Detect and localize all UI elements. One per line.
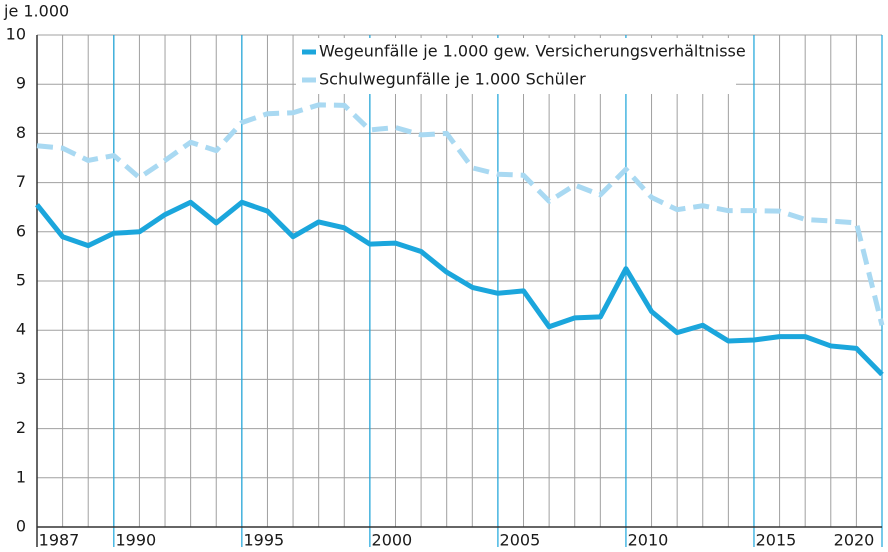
y-tick-label: 0	[16, 517, 26, 536]
legend: Wegeunfälle je 1.000 gew. Versicherungsv…	[296, 38, 746, 94]
y-axis-label: je 1.000	[3, 2, 69, 21]
x-tick-label: 2015	[756, 531, 797, 550]
y-tick-label: 2	[16, 418, 26, 437]
x-tick-label: 2000	[372, 531, 413, 550]
x-tick-label: 1990	[115, 531, 156, 550]
x-tick-label: 2010	[628, 531, 669, 550]
legend-label: Schulwegunfälle je 1.000 Schüler	[319, 70, 586, 89]
y-tick-label: 1	[16, 467, 26, 486]
x-tick-label: 1995	[243, 531, 284, 550]
y-tick-label: 4	[16, 320, 26, 339]
y-tick-label: 10	[6, 25, 26, 44]
x-tick-label: 1987	[39, 531, 80, 550]
x-tick-label: 2005	[500, 531, 541, 550]
y-tick-label: 6	[16, 221, 26, 240]
y-tick-label: 8	[16, 123, 26, 142]
series-line	[36, 102, 885, 326]
legend-label: Wegeunfälle je 1.000 gew. Versicherungsv…	[319, 42, 746, 61]
y-tick-label: 9	[16, 74, 26, 93]
y-tick-label: 5	[16, 271, 26, 290]
series-line	[35, 199, 884, 377]
legend-background	[296, 38, 736, 94]
y-tick-label: 3	[16, 369, 26, 388]
x-tick-label: 2020	[834, 531, 875, 550]
y-tick-label: 7	[16, 172, 26, 191]
